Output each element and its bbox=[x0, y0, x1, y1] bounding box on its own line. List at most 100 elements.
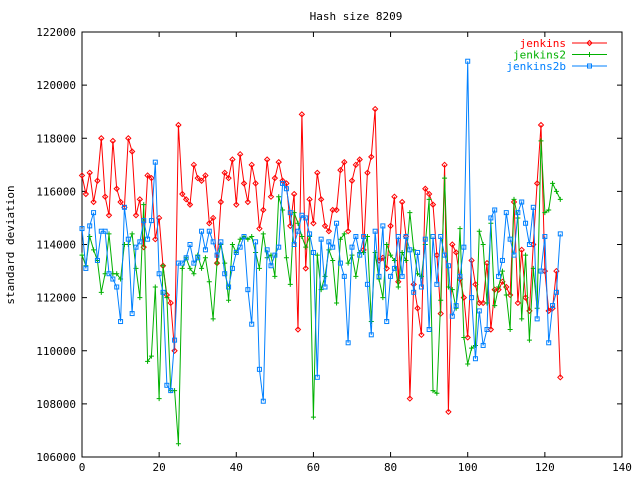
data-point bbox=[415, 249, 421, 255]
data-point bbox=[403, 234, 409, 240]
data-point bbox=[148, 174, 155, 182]
data-point bbox=[368, 332, 374, 338]
data-point bbox=[538, 138, 544, 144]
data-point bbox=[226, 297, 232, 303]
data-point bbox=[480, 242, 486, 247]
data-point bbox=[109, 137, 117, 145]
data-point bbox=[442, 252, 448, 258]
data-point bbox=[345, 260, 351, 266]
data-point bbox=[94, 257, 100, 263]
data-point bbox=[121, 204, 127, 210]
data-point bbox=[187, 242, 193, 247]
data-point bbox=[118, 319, 124, 325]
data-point bbox=[507, 236, 513, 242]
data-point bbox=[86, 169, 93, 176]
data-point bbox=[344, 228, 352, 235]
data-point bbox=[214, 260, 220, 266]
data-point bbox=[499, 257, 505, 263]
data-point bbox=[546, 207, 552, 213]
data-point bbox=[333, 206, 340, 214]
data-point bbox=[484, 327, 490, 332]
data-point bbox=[91, 210, 97, 216]
y-tick-label: 106000 bbox=[36, 451, 76, 464]
data-point bbox=[445, 408, 452, 416]
data-point bbox=[542, 234, 548, 240]
data-point bbox=[345, 340, 351, 346]
data-point bbox=[283, 255, 289, 261]
data-point bbox=[137, 239, 143, 245]
data-point bbox=[430, 388, 436, 394]
data-point bbox=[433, 251, 441, 259]
data-point bbox=[195, 255, 201, 261]
data-point bbox=[91, 247, 97, 253]
data-point bbox=[341, 231, 347, 237]
data-point bbox=[395, 234, 401, 240]
data-point bbox=[263, 156, 271, 163]
axis-ticks: 0 20 40 60 80 100 120 140 106000 108000 110000 1120… bbox=[36, 26, 632, 474]
data-point bbox=[399, 273, 405, 279]
data-point bbox=[295, 228, 301, 234]
data-point bbox=[337, 260, 343, 266]
data-point bbox=[156, 271, 162, 277]
data-point bbox=[526, 337, 532, 343]
data-point bbox=[156, 396, 162, 402]
data-point bbox=[78, 172, 86, 179]
data-point bbox=[353, 273, 359, 279]
data-point bbox=[438, 234, 444, 240]
data-point bbox=[129, 311, 135, 317]
legend-swatch-marker bbox=[587, 52, 592, 57]
data-point bbox=[472, 356, 478, 362]
data-point bbox=[229, 156, 236, 163]
data-point bbox=[310, 220, 317, 227]
data-point bbox=[306, 196, 313, 203]
data-point bbox=[452, 249, 460, 256]
data-point bbox=[523, 220, 529, 226]
data-point bbox=[226, 284, 232, 290]
data-point bbox=[105, 212, 113, 219]
data-point bbox=[518, 246, 525, 254]
data-point bbox=[422, 185, 429, 192]
data-point bbox=[480, 342, 486, 348]
data-point bbox=[384, 319, 390, 325]
chart-title: Hash size 8209 bbox=[310, 10, 403, 23]
data-point bbox=[330, 257, 336, 263]
data-point bbox=[337, 236, 343, 242]
data-point bbox=[441, 161, 448, 169]
data-point bbox=[376, 273, 382, 279]
data-point bbox=[106, 271, 112, 277]
y-tick-label: 108000 bbox=[36, 398, 76, 411]
data-point bbox=[318, 236, 324, 242]
data-point bbox=[141, 202, 147, 208]
y-tick-label: 110000 bbox=[36, 345, 76, 358]
data-point bbox=[334, 300, 340, 306]
data-point bbox=[136, 196, 144, 203]
data-point bbox=[317, 196, 325, 203]
data-point bbox=[190, 161, 198, 169]
x-tick-label: 80 bbox=[384, 461, 397, 474]
data-point bbox=[245, 236, 251, 242]
data-point bbox=[371, 105, 379, 113]
data-point bbox=[145, 236, 151, 242]
data-point bbox=[511, 252, 517, 258]
data-point bbox=[352, 161, 360, 169]
data-point bbox=[199, 265, 205, 271]
data-point bbox=[87, 234, 93, 240]
data-point bbox=[334, 220, 340, 226]
x-tick-label: 0 bbox=[79, 461, 86, 474]
y-tick-label: 114000 bbox=[36, 239, 76, 252]
data-point bbox=[175, 441, 181, 447]
data-point bbox=[337, 166, 344, 174]
data-point bbox=[110, 276, 116, 282]
x-tick-label: 20 bbox=[153, 461, 166, 474]
data-point bbox=[133, 244, 139, 250]
data-point bbox=[202, 247, 208, 253]
data-point bbox=[302, 265, 309, 272]
data-point bbox=[198, 177, 205, 184]
data-point bbox=[233, 249, 239, 255]
data-point bbox=[280, 180, 286, 186]
data-point bbox=[422, 236, 428, 242]
data-point bbox=[523, 252, 529, 258]
data-point bbox=[168, 388, 174, 394]
data-point bbox=[307, 231, 313, 237]
